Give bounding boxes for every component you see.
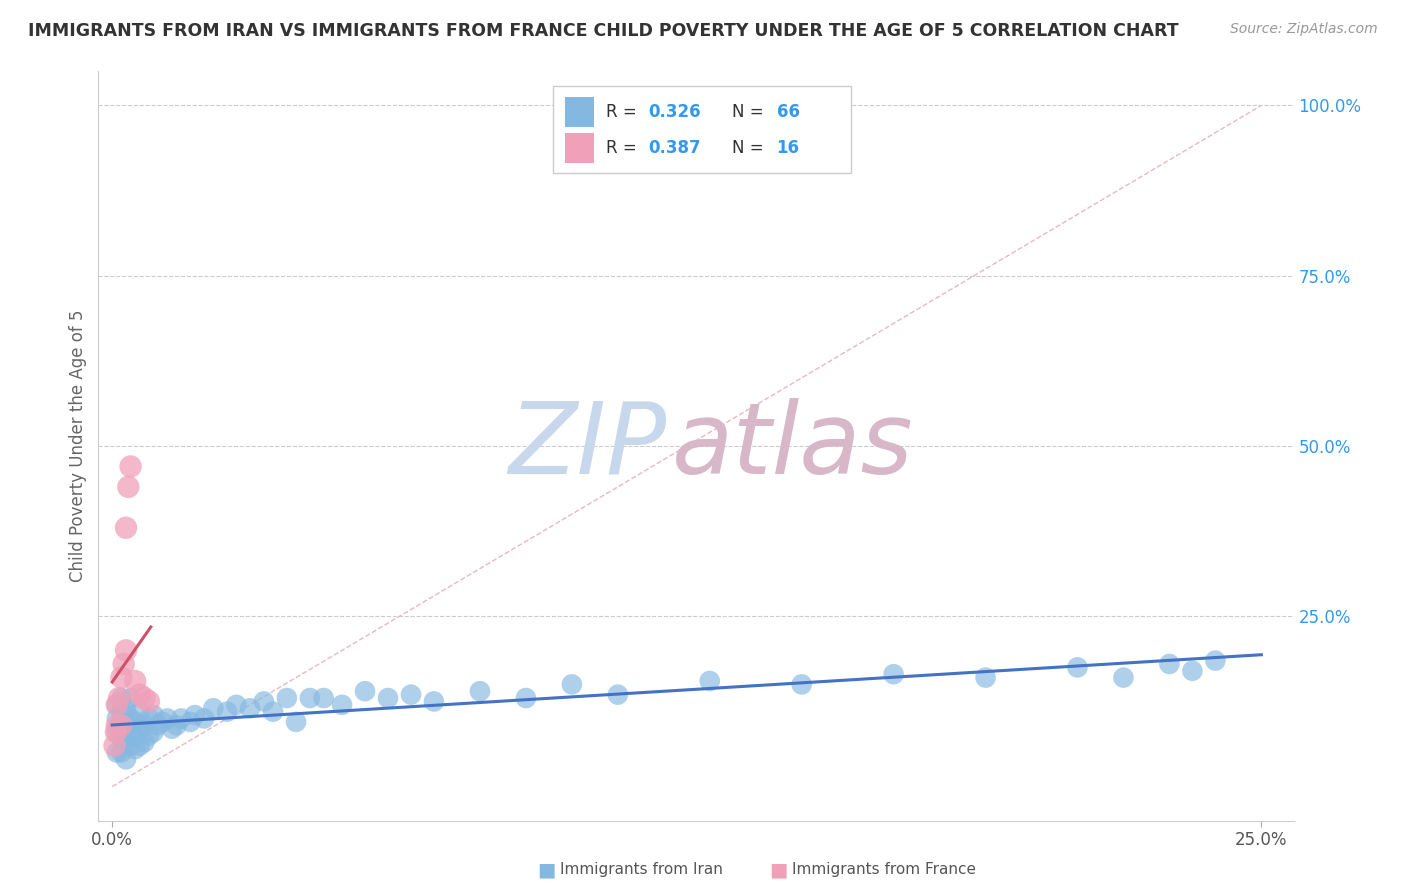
Point <box>104 725 127 739</box>
Point <box>134 691 156 706</box>
Point <box>134 718 156 732</box>
Point <box>117 480 139 494</box>
Point <box>124 729 146 743</box>
Text: ZIP: ZIP <box>508 398 666 494</box>
Point <box>138 694 160 708</box>
Point <box>115 643 138 657</box>
Point <box>285 714 308 729</box>
Point <box>115 521 138 535</box>
Point <box>298 691 321 706</box>
Point <box>423 694 446 708</box>
Point <box>105 718 128 732</box>
Point <box>1204 654 1226 668</box>
Point <box>105 698 128 712</box>
Point <box>120 459 142 474</box>
Point <box>184 708 207 723</box>
Point <box>883 667 905 681</box>
Point <box>105 725 128 739</box>
Point <box>120 711 142 725</box>
Point <box>354 684 377 698</box>
Y-axis label: Child Poverty Under the Age of 5: Child Poverty Under the Age of 5 <box>69 310 87 582</box>
Point <box>515 691 537 706</box>
Point <box>1112 671 1135 685</box>
Point <box>1159 657 1181 671</box>
Point <box>142 725 165 739</box>
Point <box>124 673 146 688</box>
Point <box>699 673 721 688</box>
Point <box>105 698 128 712</box>
Text: Source: ZipAtlas.com: Source: ZipAtlas.com <box>1230 22 1378 37</box>
Point <box>253 694 276 708</box>
Point <box>193 711 215 725</box>
Text: ■: ■ <box>537 860 555 880</box>
Point <box>115 752 138 766</box>
Point <box>225 698 247 712</box>
Point <box>110 718 132 732</box>
Point <box>330 698 353 712</box>
Point <box>110 746 132 760</box>
Point <box>120 725 142 739</box>
Point <box>110 718 132 732</box>
Point <box>468 684 491 698</box>
Point <box>115 731 138 746</box>
Point <box>110 691 132 706</box>
Point <box>561 677 583 691</box>
Text: atlas: atlas <box>672 398 914 494</box>
Point <box>110 705 132 719</box>
Point <box>110 731 132 746</box>
Point <box>377 691 399 706</box>
Point <box>160 722 183 736</box>
Text: ■: ■ <box>769 860 787 880</box>
Point <box>128 739 150 753</box>
Point <box>120 739 142 753</box>
Point <box>166 718 188 732</box>
Point <box>138 729 160 743</box>
Point <box>115 718 138 732</box>
Point <box>105 711 128 725</box>
Point <box>312 691 335 706</box>
Point <box>124 742 146 756</box>
Point <box>108 691 131 706</box>
Point <box>124 714 146 729</box>
Point <box>138 711 160 725</box>
Point <box>239 701 262 715</box>
Point <box>120 691 142 706</box>
Point <box>202 701 225 715</box>
Point <box>790 677 813 691</box>
Point <box>103 739 125 753</box>
Point <box>142 708 165 723</box>
Point <box>262 705 284 719</box>
Point <box>170 711 193 725</box>
Point <box>110 671 132 685</box>
Point <box>217 705 239 719</box>
Point <box>152 714 174 729</box>
Point <box>974 671 997 685</box>
Point <box>1181 664 1204 678</box>
Point <box>128 722 150 736</box>
Point <box>148 718 170 732</box>
Point <box>276 691 298 706</box>
Point <box>399 688 422 702</box>
Point <box>156 711 179 725</box>
Point <box>606 688 628 702</box>
Point <box>128 705 150 719</box>
Text: Immigrants from France: Immigrants from France <box>792 863 976 877</box>
Point <box>1066 660 1088 674</box>
Point <box>179 714 201 729</box>
Text: Immigrants from Iran: Immigrants from Iran <box>560 863 723 877</box>
Point <box>134 735 156 749</box>
Point <box>115 701 138 715</box>
Point <box>105 746 128 760</box>
Text: IMMIGRANTS FROM IRAN VS IMMIGRANTS FROM FRANCE CHILD POVERTY UNDER THE AGE OF 5 : IMMIGRANTS FROM IRAN VS IMMIGRANTS FROM … <box>28 22 1178 40</box>
Point <box>128 688 150 702</box>
Point <box>112 657 135 671</box>
